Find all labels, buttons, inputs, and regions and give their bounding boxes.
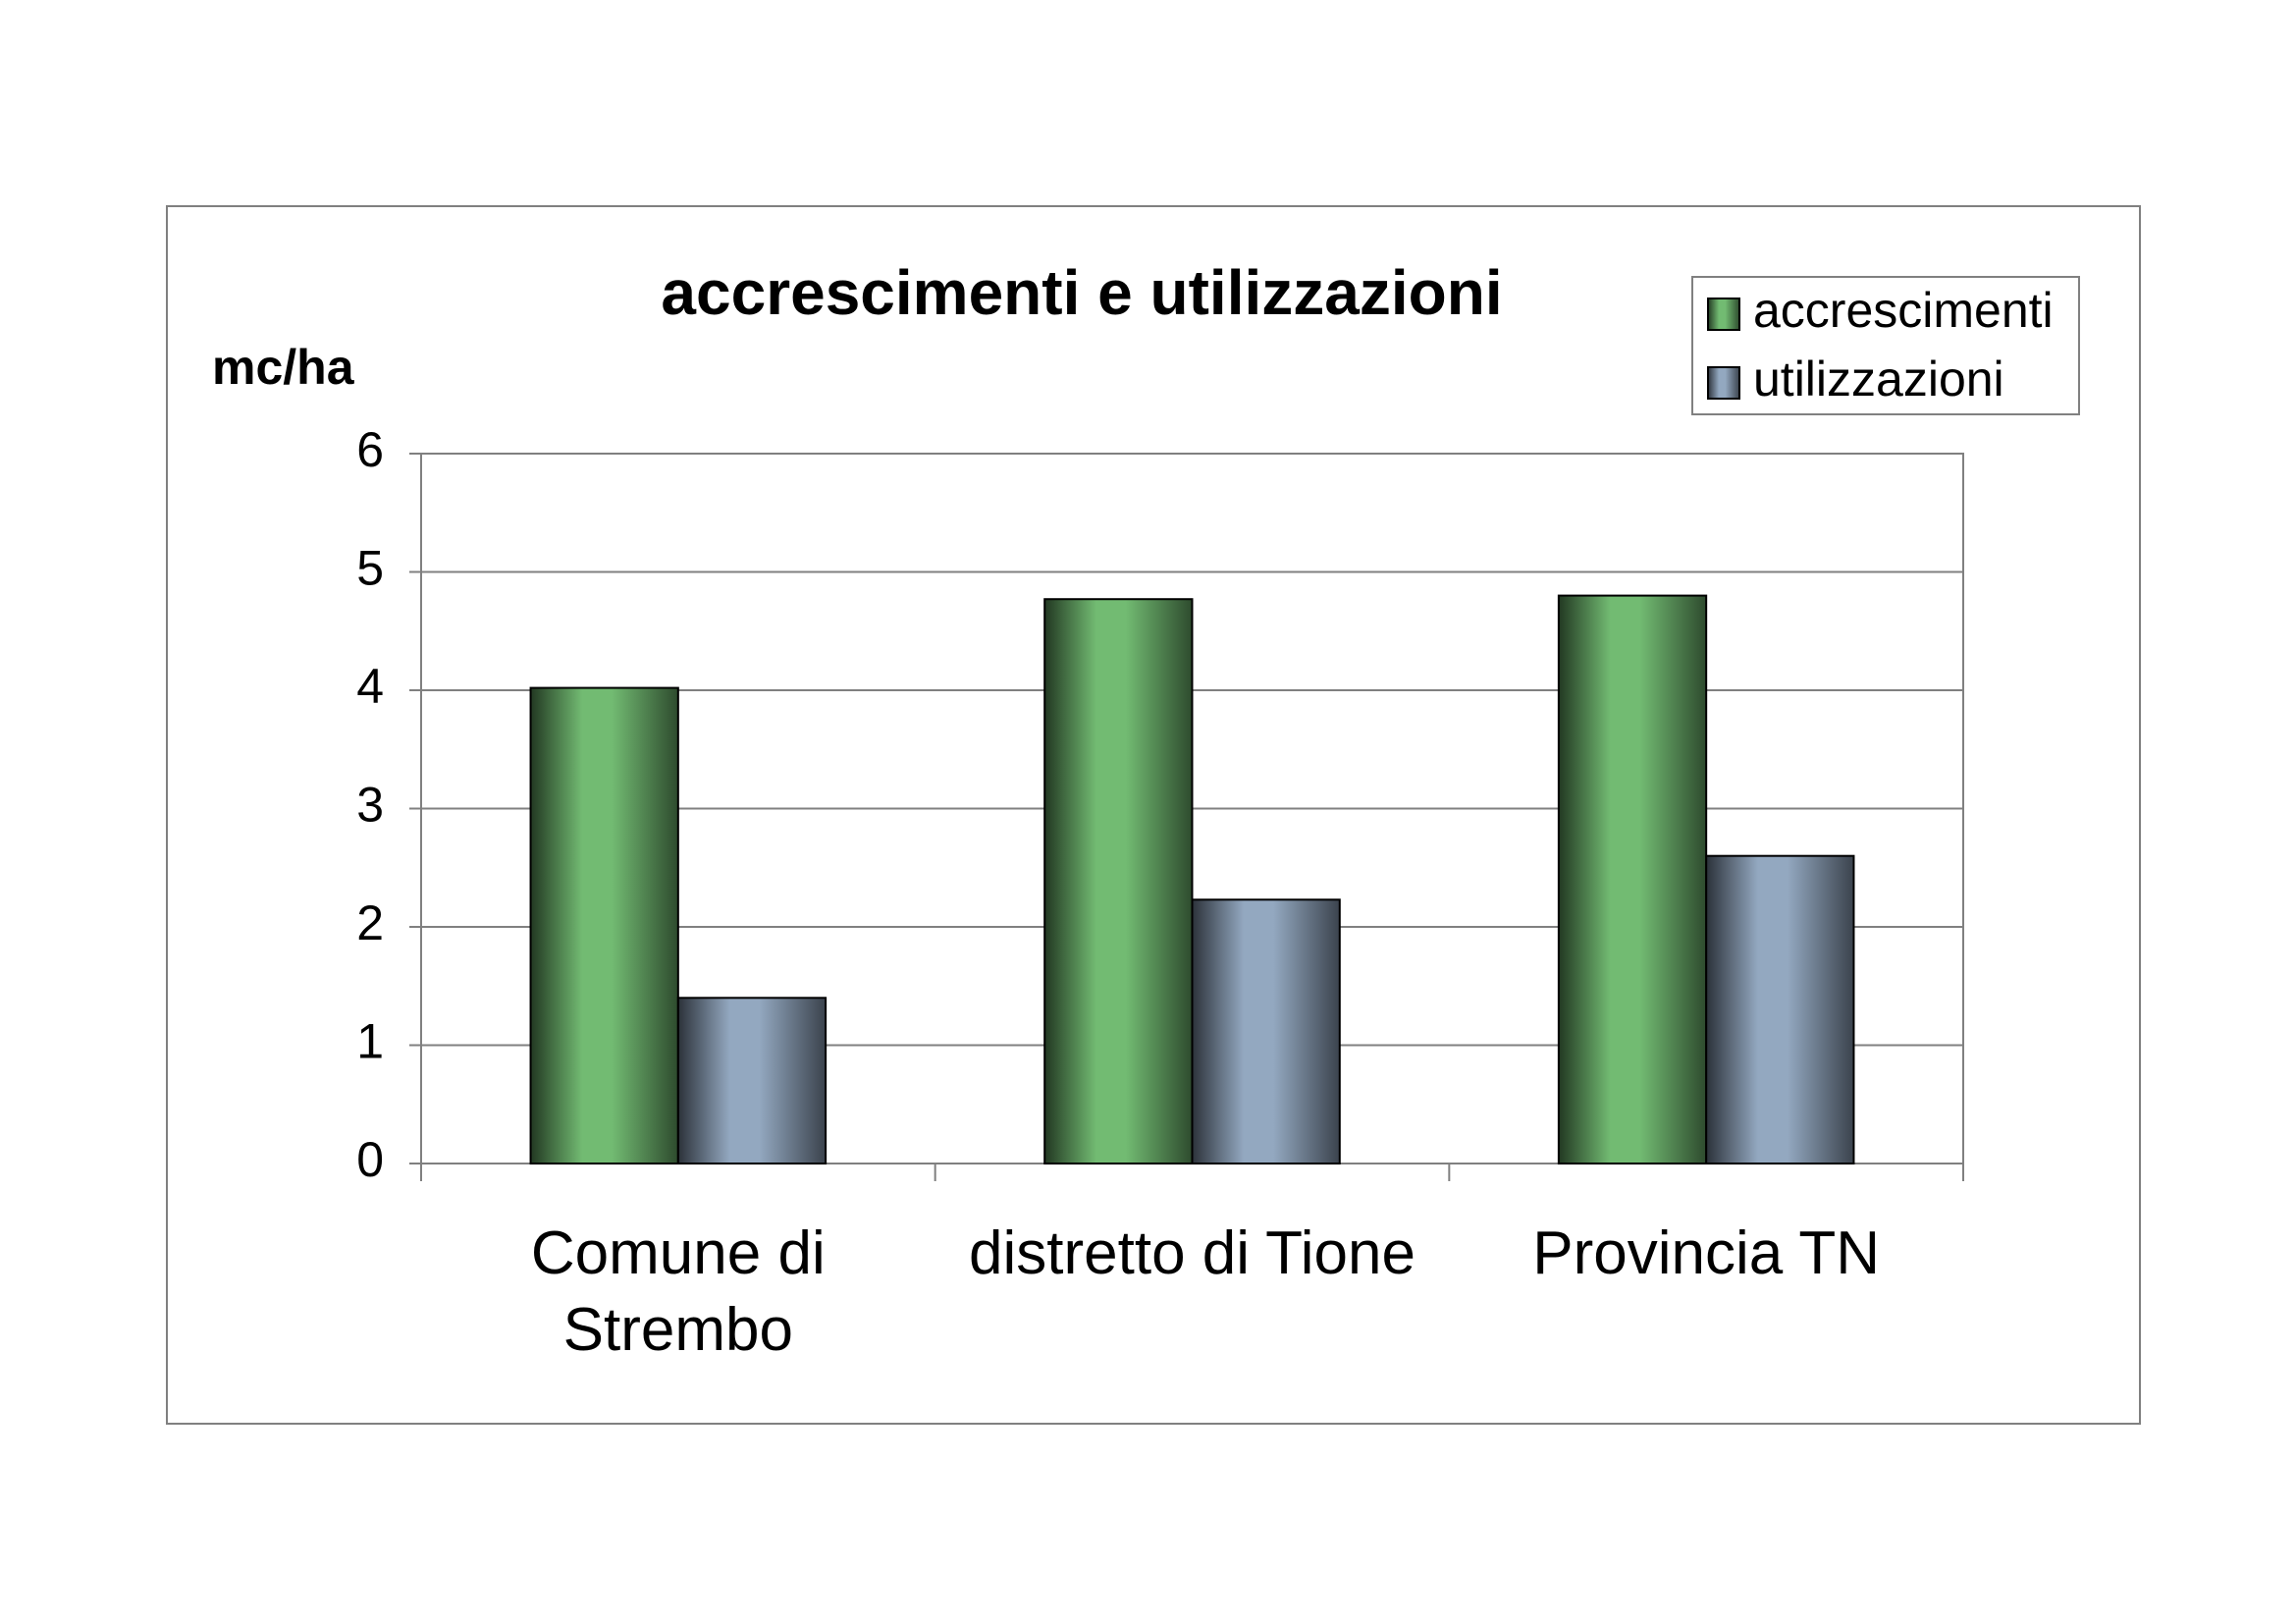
chart-title: accrescimenti e utilizzazioni <box>661 257 1502 328</box>
bar <box>1705 854 1855 1164</box>
y-tick-label: 3 <box>356 778 384 833</box>
bar <box>529 686 679 1165</box>
y-tick-label: 5 <box>356 541 384 596</box>
y-tick-label: 2 <box>356 895 384 950</box>
legend-swatch <box>1707 298 1740 331</box>
bar <box>1557 594 1708 1164</box>
legend-box <box>1691 276 2080 415</box>
y-tick-label: 1 <box>356 1014 384 1069</box>
bar <box>676 997 828 1164</box>
legend-swatch <box>1707 366 1740 400</box>
legend-label: accrescimenti <box>1753 283 2054 338</box>
x-tick-label: Comune di Strembo <box>530 1219 826 1364</box>
bar <box>1043 598 1194 1164</box>
y-tick-label: 6 <box>356 422 384 477</box>
x-tick-label: Provincia TN <box>1532 1219 1881 1287</box>
y-tick-label: 0 <box>356 1132 384 1187</box>
bar <box>1191 898 1341 1164</box>
legend-label: utilizzazioni <box>1753 352 2004 406</box>
y-tick-label: 4 <box>356 659 384 714</box>
y-axis-label: mc/ha <box>212 340 355 395</box>
x-tick-label: distretto di Tione <box>969 1219 1415 1287</box>
